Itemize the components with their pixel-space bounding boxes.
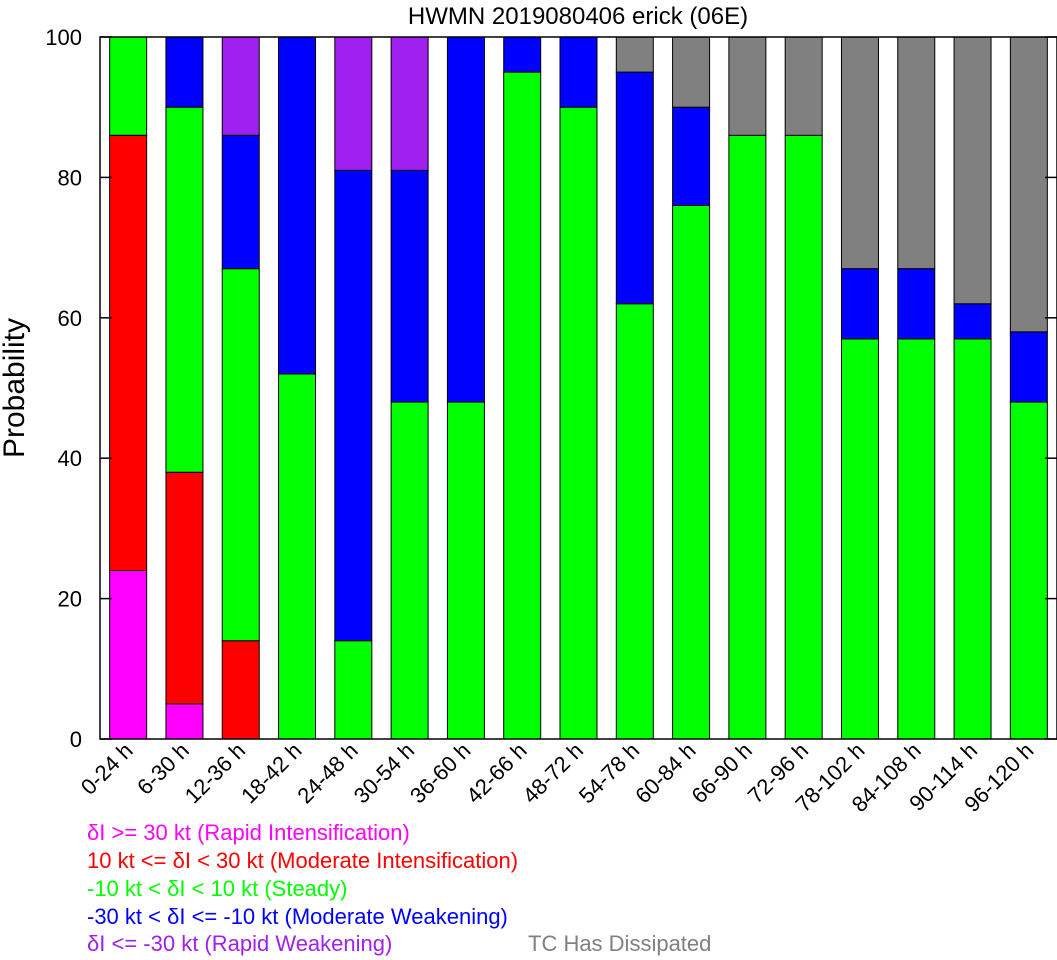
- bar-segment-16-series-3: [1009, 331, 1048, 403]
- bar-segment-6-series-3: [446, 36, 485, 403]
- legend-steady: -10 kt < δI < 10 kt (Steady): [87, 876, 348, 901]
- bar-segment-10-series-5: [672, 36, 711, 108]
- bar-segment-2-series-2: [221, 268, 260, 642]
- bar-segment-4-series-3: [334, 169, 373, 642]
- bar-segment-10-series-3: [672, 106, 711, 206]
- x-axis: 0-24 h6-30 h12-36 h18-42 h24-48 h30-54 h…: [76, 738, 1039, 817]
- bar-segment-4-series-2: [334, 640, 373, 740]
- bar-segment-13-series-2: [840, 338, 879, 740]
- bar-segment-5-series-4: [390, 36, 429, 171]
- x-tick-label: 30-54 h: [349, 738, 419, 808]
- y-tick-label: 100: [45, 25, 82, 50]
- bar-segment-1-series-1: [165, 471, 204, 705]
- y-tick-label: 20: [58, 587, 82, 612]
- bar-segment-3-series-2: [278, 373, 317, 740]
- bar-segment-15-series-2: [953, 338, 992, 740]
- bar-segment-9-series-5: [615, 36, 654, 73]
- bar-segment-10-series-2: [672, 204, 711, 740]
- bar-segment-0-series-1: [109, 134, 148, 572]
- bar-segment-1-series-3: [165, 36, 204, 108]
- x-tick-label: 18-42 h: [236, 738, 306, 808]
- bar-segment-4-series-4: [334, 36, 373, 171]
- bar-segment-5-series-2: [390, 401, 429, 740]
- bar-segment-8-series-2: [559, 106, 598, 740]
- y-axis-label: Probability: [0, 318, 31, 458]
- y-tick-label: 60: [58, 306, 82, 331]
- legend-rapid-weakening: δI <= -30 kt (Rapid Weakening): [87, 931, 393, 956]
- bar-segment-1-series-2: [165, 106, 204, 473]
- legend-rapid-intensification: δI >= 30 kt (Rapid Intensification): [87, 820, 410, 845]
- bar-segment-16-series-5: [1009, 36, 1048, 333]
- bar-segment-6-series-2: [446, 401, 485, 740]
- bar-segment-16-series-2: [1009, 401, 1048, 740]
- plot-frame: [99, 36, 1057, 740]
- bar-segment-15-series-3: [953, 303, 992, 340]
- bar-segment-9-series-2: [615, 303, 654, 740]
- bar-segment-5-series-3: [390, 169, 429, 403]
- bar-segment-1-series-0: [165, 703, 204, 740]
- x-tick-label: 0-24 h: [76, 738, 138, 800]
- y-axis: 0 20 40 60 80 100: [45, 25, 1057, 752]
- bar-segment-2-series-4: [221, 36, 260, 136]
- y-tick-label: 40: [58, 446, 82, 471]
- bar-segment-7-series-3: [503, 36, 542, 73]
- bar-segment-0-series-0: [109, 570, 148, 740]
- x-tick-label: 24-48 h: [292, 738, 362, 808]
- bar-segment-14-series-5: [897, 36, 936, 270]
- bar-segment-12-series-2: [784, 134, 823, 740]
- legend-moderate-intensification: 10 kt <= δI < 30 kt (Moderate Intensific…: [87, 848, 519, 873]
- bar-segment-0-series-2: [109, 36, 148, 136]
- x-tick-label: 66-90 h: [686, 738, 756, 808]
- bar-segment-9-series-3: [615, 71, 654, 305]
- bar-segment-15-series-5: [953, 36, 992, 305]
- x-tick-label: 42-66 h: [461, 738, 531, 808]
- bar-segment-2-series-3: [221, 134, 260, 270]
- x-tick-label: 12-36 h: [180, 738, 250, 808]
- x-tick-label: 36-60 h: [405, 738, 475, 808]
- legend-moderate-weakening: -30 kt < δI <= -10 kt (Moderate Weakenin…: [87, 904, 508, 929]
- bar-segment-7-series-2: [503, 71, 542, 740]
- x-tick-label: 54-78 h: [574, 738, 644, 808]
- bar-segment-13-series-3: [840, 268, 879, 340]
- bar-segment-11-series-2: [728, 134, 767, 740]
- legend-dissipated: TC Has Dissipated: [528, 931, 712, 956]
- x-tick-label: 60-84 h: [630, 738, 700, 808]
- bar-segment-14-series-3: [897, 268, 936, 340]
- bar-segment-11-series-5: [728, 36, 767, 136]
- bar-segment-3-series-3: [278, 36, 317, 375]
- y-tick-label: 0: [70, 727, 82, 752]
- chart-title: HWMN 2019080406 erick (06E): [408, 3, 748, 30]
- y-tick-label: 80: [58, 165, 82, 190]
- bar-segment-8-series-3: [559, 36, 598, 108]
- bars-layer: [109, 36, 1048, 740]
- bar-segment-13-series-5: [840, 36, 879, 270]
- bar-segment-12-series-5: [784, 36, 823, 136]
- bar-segment-14-series-2: [897, 338, 936, 740]
- x-tick-label: 48-72 h: [518, 738, 588, 808]
- bar-segment-2-series-1: [221, 640, 260, 740]
